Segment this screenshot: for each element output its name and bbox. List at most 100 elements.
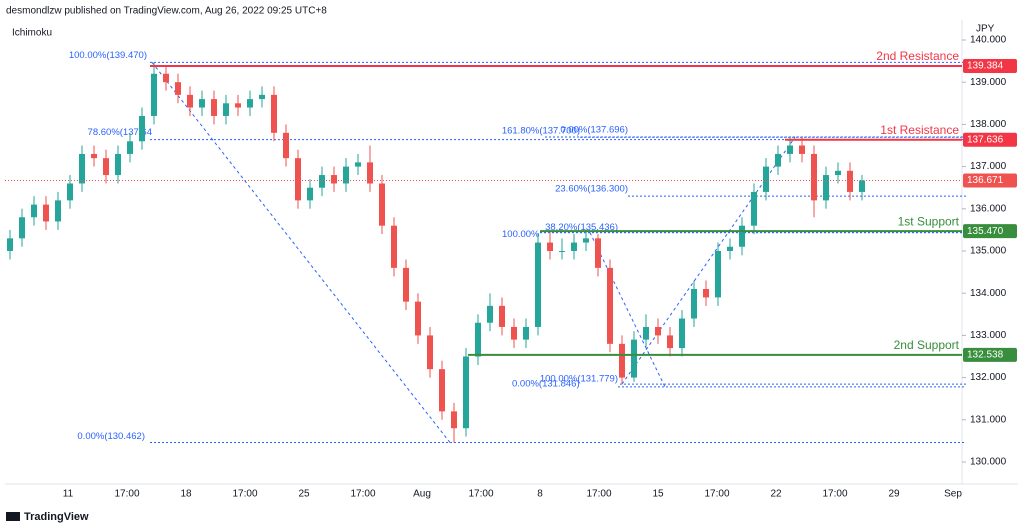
candle-body	[367, 162, 373, 184]
candle-body	[823, 175, 829, 201]
candle-body	[211, 99, 217, 116]
candle-body	[847, 170, 853, 192]
candle-body	[151, 73, 157, 116]
x-tick-label: 22	[770, 489, 782, 500]
candle-body	[115, 153, 121, 176]
candle-body	[31, 204, 37, 218]
x-tick-label: Sep	[944, 489, 962, 500]
candle-body	[55, 200, 61, 222]
x-tick-label: Aug	[413, 489, 431, 500]
y-tick-label: 135.000	[970, 246, 1007, 257]
candle-body	[403, 267, 409, 302]
y-tick-label: 134.000	[970, 288, 1007, 299]
candle-body	[655, 326, 661, 336]
candle-body	[619, 343, 625, 378]
candle-body	[175, 82, 181, 95]
candle-body	[91, 153, 97, 159]
indicator: Ichimoku	[12, 28, 52, 39]
candles	[7, 62, 865, 443]
fib-label: 0.00%(137.696)	[560, 125, 628, 136]
candle-body	[331, 175, 337, 184]
currency: JPY	[976, 24, 995, 35]
level-tag	[963, 347, 1017, 362]
tv-logo	[6, 512, 20, 521]
candle-body	[127, 141, 133, 154]
candle-body	[739, 225, 745, 247]
candle-body	[727, 246, 733, 251]
fib-label: 23.60%(136.300)	[555, 184, 628, 195]
fib-label: 100.00%	[502, 229, 540, 240]
current-price-label: 136.671	[967, 175, 1004, 186]
candle-body	[223, 103, 229, 116]
candle-body	[595, 238, 601, 268]
x-tick-label: 29	[888, 489, 900, 500]
candle-body	[859, 180, 865, 192]
candle-body	[7, 238, 13, 251]
candle-body	[271, 94, 277, 133]
candle-body	[691, 288, 697, 319]
candle-body	[607, 267, 613, 344]
candle-body	[571, 242, 577, 251]
candle-body	[703, 288, 709, 298]
candle-body	[355, 162, 361, 167]
candle-body	[667, 335, 673, 349]
candle-body	[187, 94, 193, 108]
y-tick-label: 136.000	[970, 203, 1007, 214]
level-name: 2nd Resistance	[876, 49, 959, 63]
level-tag	[963, 224, 1017, 239]
footer: TradingView	[24, 511, 89, 523]
candle-body	[487, 305, 493, 323]
candle-body	[811, 153, 817, 201]
candle-body	[199, 99, 205, 108]
level-name: 1st Resistance	[880, 123, 959, 137]
candle-body	[775, 153, 781, 167]
candle-body	[79, 153, 85, 184]
candle-body	[559, 251, 565, 252]
candle-body	[631, 339, 637, 378]
candle-body	[283, 132, 289, 159]
fib-label: 0.00%(130.462)	[77, 431, 145, 442]
candle-body	[67, 183, 73, 201]
candle-body	[139, 115, 145, 142]
level-tag	[963, 58, 1017, 73]
y-tick-label: 133.000	[970, 330, 1007, 341]
candle-body	[439, 369, 445, 412]
y-tick-label: 140.000	[970, 35, 1007, 46]
candle-body	[415, 301, 421, 336]
x-tick-label: 11	[63, 489, 74, 500]
fib-label: 0.00%(131.846)	[512, 379, 580, 390]
candle-body	[295, 158, 301, 201]
candle-body	[247, 99, 253, 108]
candle-body	[679, 318, 685, 349]
level-value-label: 132.538	[967, 350, 1004, 361]
fib-label: 38.20%(135.436)	[545, 222, 618, 233]
x-tick-label: 17:00	[114, 489, 139, 500]
level-value-label: 135.470	[967, 226, 1004, 237]
level-value-label: 139.384	[967, 61, 1004, 72]
candle-body	[319, 175, 325, 188]
candle-body	[163, 73, 169, 83]
level-tag	[963, 132, 1017, 147]
x-tick-label: 17:00	[232, 489, 257, 500]
x-tick-label: 17:00	[350, 489, 375, 500]
candle-body	[451, 411, 457, 429]
candle-body	[391, 225, 397, 268]
x-tick-label: 17:00	[586, 489, 611, 500]
level-value-label: 137.636	[967, 134, 1004, 145]
candle-body	[583, 238, 589, 243]
fib-label: 100.00%(131.779)	[540, 373, 618, 384]
fib-label: 161.80%(137.700)	[502, 126, 580, 137]
candle-body	[307, 187, 313, 201]
candle-body	[763, 166, 769, 192]
current-price-tag	[963, 173, 1017, 188]
x-tick-label: 25	[298, 489, 310, 500]
candle-body	[523, 326, 529, 340]
candle-body	[19, 217, 25, 239]
candle-body	[547, 242, 553, 251]
y-tick-label: 131.000	[970, 414, 1007, 425]
candle-body	[787, 145, 793, 154]
x-tick-label: 15	[652, 489, 664, 500]
x-tick-label: 8	[537, 489, 543, 500]
candle-body	[379, 183, 385, 226]
